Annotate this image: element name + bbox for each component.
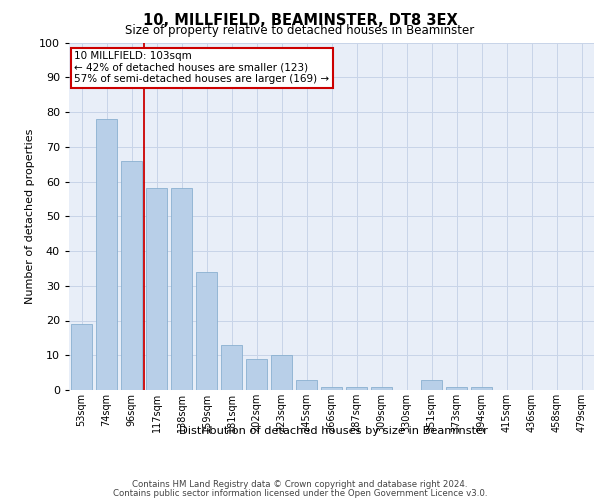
Bar: [371, 386, 392, 390]
Bar: [346, 386, 367, 390]
Text: Contains HM Land Registry data © Crown copyright and database right 2024.: Contains HM Land Registry data © Crown c…: [132, 480, 468, 489]
Bar: [71, 324, 92, 390]
Text: 10 MILLFIELD: 103sqm
← 42% of detached houses are smaller (123)
57% of semi-deta: 10 MILLFIELD: 103sqm ← 42% of detached h…: [74, 51, 329, 84]
Y-axis label: Number of detached properties: Number of detached properties: [25, 128, 35, 304]
Bar: [146, 188, 167, 390]
Text: 10, MILLFIELD, BEAMINSTER, DT8 3EX: 10, MILLFIELD, BEAMINSTER, DT8 3EX: [143, 13, 457, 28]
Bar: [446, 386, 467, 390]
Bar: [471, 386, 492, 390]
Text: Contains public sector information licensed under the Open Government Licence v3: Contains public sector information licen…: [113, 489, 487, 498]
Bar: [246, 358, 267, 390]
Bar: [171, 188, 192, 390]
Bar: [121, 160, 142, 390]
Bar: [196, 272, 217, 390]
Text: Size of property relative to detached houses in Beaminster: Size of property relative to detached ho…: [125, 24, 475, 37]
Bar: [296, 380, 317, 390]
Bar: [321, 386, 342, 390]
Text: Distribution of detached houses by size in Beaminster: Distribution of detached houses by size …: [179, 426, 487, 436]
Bar: [96, 119, 117, 390]
Bar: [271, 355, 292, 390]
Bar: [421, 380, 442, 390]
Bar: [221, 345, 242, 390]
